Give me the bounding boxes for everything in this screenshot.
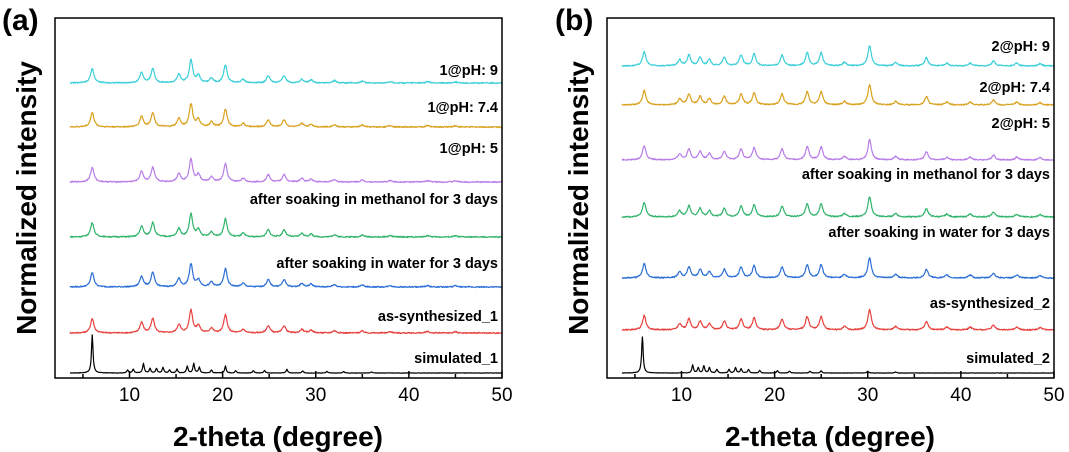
x-tick-label: 20: [212, 385, 233, 406]
trace-label: 2@pH: 9: [992, 39, 1050, 55]
trace-line: [621, 84, 1055, 106]
panel-b: (b) simulated_2 as-synthesized_2 after soak…: [555, 4, 1065, 452]
panel-a: (a) simulated_1 as-synthesized_1 after soak…: [2, 4, 513, 452]
trace-label: after soaking in methanol for 3 days: [250, 192, 498, 208]
trace-label: simulated_1: [414, 351, 498, 367]
trace-line: [69, 157, 503, 184]
x-tick-label: 10: [671, 385, 692, 406]
trace-line: [621, 138, 1055, 161]
trace-label: 1@pH: 5: [440, 141, 498, 157]
x-axis-title: 2-theta (degree): [725, 421, 935, 452]
trace-label: 1@pH: 7.4: [427, 100, 498, 116]
x-tick-label: 30: [305, 385, 326, 406]
y-axis-title: Normalized intensity: [563, 61, 594, 335]
x-axis-title: 2-theta (degree): [173, 421, 383, 452]
x-tick-label: 50: [1043, 385, 1064, 406]
trace-label: after soaking in water for 3 days: [828, 225, 1050, 241]
x-tick-label: 30: [857, 385, 878, 406]
trace-line: [621, 257, 1055, 280]
trace-label: as-synthesized_2: [930, 296, 1050, 312]
trace-line: [69, 212, 503, 239]
trace-line: [621, 308, 1055, 331]
plot-frame: [54, 17, 503, 379]
trace-line: [69, 334, 503, 374]
trace-line: [69, 262, 503, 289]
x-tick-label: 50: [491, 385, 512, 406]
panel-label: (a): [2, 4, 39, 37]
x-tick-label: 40: [950, 385, 971, 406]
trace-line: [621, 196, 1055, 219]
trace-label: as-synthesized_1: [378, 309, 498, 325]
trace-label: 2@pH: 7.4: [979, 80, 1050, 96]
trace-label: 2@pH: 5: [992, 116, 1050, 132]
trace-label: after soaking in water for 3 days: [276, 256, 498, 272]
trace-label: 1@pH: 9: [440, 63, 498, 79]
trace-label: simulated_2: [966, 351, 1050, 367]
x-tick-label: 20: [764, 385, 785, 406]
y-axis-title: Normalized intensity: [11, 61, 42, 335]
trace-label: after soaking in methanol for 3 days: [802, 167, 1050, 183]
trace-line: [69, 58, 503, 85]
trace-line: [69, 308, 503, 335]
x-tick-label: 10: [119, 385, 140, 406]
trace-line: [621, 336, 1055, 374]
panel-label: (b): [555, 4, 593, 37]
trace-line: [621, 45, 1055, 67]
trace-line: [69, 103, 503, 129]
plot-frame: [606, 17, 1055, 379]
x-tick-label: 40: [398, 385, 419, 406]
